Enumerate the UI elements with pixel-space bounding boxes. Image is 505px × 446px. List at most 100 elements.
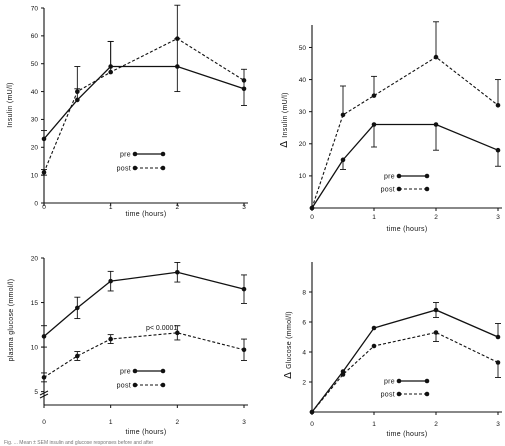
panel-2-legend-label-post: post <box>381 187 395 194</box>
panel-1-x-tick-label: 2 <box>176 204 180 211</box>
panel-2-series-post-point <box>340 112 346 118</box>
panel-2-delta-symbol: Δ <box>279 138 290 148</box>
panel-2-series-post-point <box>433 54 439 60</box>
chart-panel-1: 0 10 20 30 40 50 60 70 0 1 2 3 time (hours) Insulin (… <box>7 4 248 218</box>
panel-1-x-tick-label: 0 <box>42 204 46 211</box>
panel-4-series-post-point <box>371 343 377 349</box>
panel-4-x-tick-label: 2 <box>434 421 438 428</box>
panel-2-series-post-point <box>309 205 315 211</box>
panel-4-series-post-point <box>495 360 501 365</box>
panel-2-y-tick-label: 10 <box>299 173 307 180</box>
panel-1-y-tick-label: 70 <box>31 5 39 12</box>
panel-4-legend-marker-pre <box>396 378 402 384</box>
panel-3-legend-marker-pre <box>132 368 138 374</box>
panel-4-legend-marker-post <box>424 391 430 397</box>
panel-1-legend-label-post: post <box>117 166 131 173</box>
panel-4-series-pre-point <box>371 325 377 331</box>
panel-1-series-post-point <box>75 89 80 94</box>
chart-panel-3: 5 10 15 20 0 1 2 3 time (hours) plasma glucose (m… <box>8 255 248 436</box>
panel-1-legend-marker-pre <box>160 151 166 157</box>
panel-1-series-pre-point <box>41 136 47 142</box>
panel-2-legend-marker-post <box>396 186 402 192</box>
panel-4-y-tick-label: 2 <box>302 379 306 386</box>
panel-3-axis-break-mark <box>39 390 49 396</box>
panel-4-delta-symbol: Δ <box>283 369 294 379</box>
panel-3-series-pre-point <box>241 286 247 292</box>
panel-1-series-pre-point <box>75 97 80 103</box>
panel-4-series-pre-point <box>433 307 439 313</box>
panel-3-y-tick-label: 5 <box>34 389 38 396</box>
panel-3-y-tick-label: 20 <box>31 255 39 262</box>
panel-3-series-post-point <box>175 330 180 336</box>
panel-4-legend-marker-post <box>396 391 402 397</box>
chart-panel-2: 10 20 30 40 50 0 1 2 3 time (hours) Δ Insulin (mU/… <box>279 21 502 233</box>
panel-2-series-pre-line <box>311 123 499 209</box>
panel-2-x-tick-label: 2 <box>434 214 438 221</box>
panel-2-legend-label-pre: pre <box>384 174 395 181</box>
panel-2-x-axis-label: time (hours) <box>387 226 428 233</box>
panel-1-x-tick-label: 3 <box>242 204 246 211</box>
panel-2-legend-marker-pre <box>424 173 430 179</box>
panel-3-series-pre-point <box>108 278 113 284</box>
panel-3-y-tick-label: 10 <box>31 344 39 351</box>
panel-4-x-axis-label: time (hours) <box>387 431 428 438</box>
panel-4-series-pre-point <box>495 334 501 340</box>
panel-3-series-post-point <box>241 347 247 353</box>
panel-1-legend-marker-post <box>132 165 138 171</box>
panel-3-x-tick-label: 3 <box>242 419 246 426</box>
panel-1-series-post-point <box>41 170 47 175</box>
panel-1-series-post-point <box>241 78 247 83</box>
panel-2-y-tick-label: 20 <box>299 141 307 148</box>
panel-3-legend-marker-post <box>132 382 138 388</box>
panel-2-series-pre-point <box>340 157 346 163</box>
panel-1-y-tick-label: 10 <box>31 172 39 179</box>
panel-3-y-tick-label: 15 <box>31 300 39 307</box>
panel-1-y-axis-label: Insulin (mU/l) <box>7 82 14 127</box>
panel-3-series-pre-line <box>43 271 245 337</box>
panel-4-legend-label-pre: pre <box>384 379 395 386</box>
panel-4-legend-label-post: post <box>381 392 395 399</box>
panel-1-x-axis-label: time (hours) <box>126 211 167 218</box>
panel-2-x-tick-label: 1 <box>372 214 376 221</box>
panel-4-series-post-point <box>340 372 346 377</box>
panel-3-y-axis-label: plasma glucose (mmol/l) <box>8 279 15 362</box>
panel-4-y-tick-label: 8 <box>302 289 306 296</box>
panel-3-axis-break-mark <box>39 393 49 399</box>
panel-2-legend-marker-pre <box>396 173 402 179</box>
figure-caption: Fig. ... Mean ± SEM insulin and glucose … <box>4 440 154 446</box>
panel-2-series-post-line <box>311 56 499 209</box>
panel-3-series-pre-point <box>41 334 47 339</box>
panel-4-series-post-line <box>311 331 499 413</box>
panel-1-series-post-point <box>175 36 180 41</box>
panel-2-series-pre-point <box>495 147 501 153</box>
panel-3-legend-marker-pre <box>160 368 166 374</box>
panel-4-x-tick-label: 3 <box>496 421 500 428</box>
panel-1-y-tick-label: 20 <box>31 145 39 152</box>
panel-1-y-tick-label: 30 <box>31 117 39 124</box>
panel-2-series-post-point <box>495 102 501 108</box>
panel-2-x-tick-label: 3 <box>496 214 500 221</box>
panel-1-series-post-point <box>108 69 113 75</box>
panel-2-y-tick-label: 30 <box>299 109 307 116</box>
panel-1-x-tick-label: 1 <box>109 204 113 211</box>
panel-4-x-tick-label: 1 <box>372 421 376 428</box>
panel-1-y-tick-label: 50 <box>31 61 39 68</box>
panel-1-y-tick-label: 60 <box>31 33 39 40</box>
panel-1-series-post-line <box>43 38 245 173</box>
panel-3-series-post-point <box>41 375 47 380</box>
panel-3-series-pre-point <box>75 305 80 311</box>
panel-3-series-post-point <box>108 336 113 342</box>
panel-3-legend-marker-post <box>160 382 166 388</box>
panel-1-y-tick-label: 40 <box>31 89 39 96</box>
panel-1-series-pre-point <box>241 86 247 92</box>
panel-4-legend-marker-pre <box>424 378 430 384</box>
panel-4-series-pre-line <box>311 309 499 413</box>
panel-3-x-axis-label: time (hours) <box>126 429 167 436</box>
panel-1-legend-label-pre: pre <box>120 152 131 159</box>
panel-2-series-pre-point <box>371 122 377 127</box>
panel-2-series-post-point <box>371 93 377 98</box>
panel-3-x-tick-label: 1 <box>109 419 113 426</box>
panel-4-y-tick-label: 6 <box>302 319 306 326</box>
panel-4-y-tick-label: 4 <box>302 349 306 356</box>
